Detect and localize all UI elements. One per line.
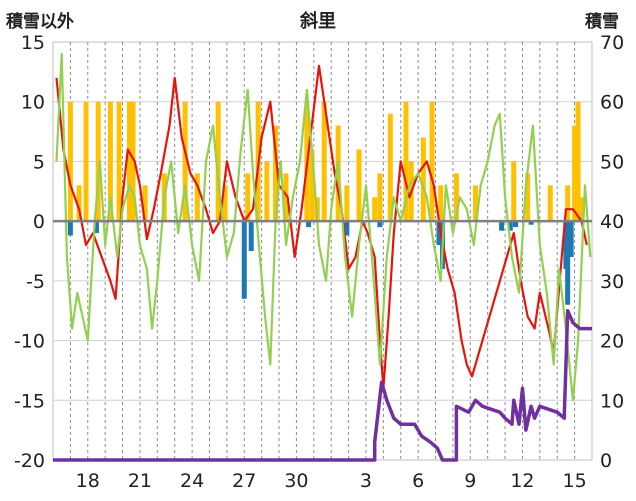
bar bbox=[356, 149, 362, 222]
bar bbox=[372, 197, 378, 222]
x-tick-label: 15 bbox=[563, 470, 587, 492]
bar bbox=[528, 221, 534, 225]
y-left-tick-label: 5 bbox=[33, 151, 45, 173]
x-tick-label: 30 bbox=[284, 470, 308, 492]
x-tick-label: 21 bbox=[128, 470, 152, 492]
bar bbox=[95, 101, 101, 222]
y-right-tick-label: 50 bbox=[600, 151, 624, 173]
bar bbox=[245, 173, 251, 222]
bar bbox=[420, 137, 426, 222]
bar bbox=[436, 221, 442, 246]
bar bbox=[116, 101, 122, 222]
x-tick-label: 12 bbox=[510, 470, 534, 492]
bar bbox=[83, 101, 89, 222]
chart-title: 斜里 bbox=[299, 10, 336, 32]
x-tick-label: 24 bbox=[180, 470, 204, 492]
bar bbox=[453, 173, 459, 222]
bar bbox=[572, 125, 578, 222]
bar bbox=[575, 101, 581, 222]
bar bbox=[264, 161, 270, 222]
y-left-tick-label: 10 bbox=[21, 92, 45, 114]
y-left-tick-label: -10 bbox=[14, 331, 45, 353]
bar bbox=[76, 185, 82, 222]
bar bbox=[283, 173, 289, 222]
bar bbox=[511, 161, 517, 222]
y-right-tick-label: 70 bbox=[600, 32, 624, 54]
bar bbox=[93, 221, 99, 234]
bar bbox=[565, 185, 571, 222]
bar bbox=[438, 185, 444, 222]
bar bbox=[194, 173, 200, 222]
bar bbox=[67, 221, 73, 236]
bar bbox=[403, 101, 409, 222]
bar bbox=[499, 221, 505, 231]
bar bbox=[429, 101, 435, 222]
y-left-tick-label: 0 bbox=[33, 211, 45, 233]
bar bbox=[377, 221, 383, 228]
series-line bbox=[55, 52, 592, 402]
x-tick-label: 6 bbox=[412, 470, 424, 492]
y-axis-left-label: 積雪以外 bbox=[6, 11, 74, 32]
y-left-tick-label: -5 bbox=[26, 271, 45, 293]
bar bbox=[565, 221, 571, 305]
bar bbox=[248, 221, 254, 251]
bar bbox=[67, 101, 73, 222]
bar bbox=[547, 185, 553, 222]
bar bbox=[525, 173, 531, 222]
series-line bbox=[55, 64, 588, 390]
bar bbox=[387, 113, 393, 222]
y-right-tick-label: 60 bbox=[600, 92, 624, 114]
bar bbox=[107, 101, 113, 222]
bar bbox=[182, 101, 188, 222]
bar bbox=[579, 197, 585, 222]
y-axis-right-label: 積雪 bbox=[585, 11, 619, 32]
bar bbox=[344, 185, 350, 222]
bar bbox=[344, 221, 350, 236]
bar bbox=[377, 173, 383, 222]
bar bbox=[309, 149, 315, 222]
bar bbox=[241, 221, 247, 299]
bar bbox=[127, 101, 133, 222]
x-tick-label: 18 bbox=[76, 470, 100, 492]
bar bbox=[568, 221, 574, 257]
y-right-tick-label: 0 bbox=[600, 450, 612, 472]
bar bbox=[130, 101, 136, 222]
bar bbox=[215, 101, 221, 222]
x-tick-label: 27 bbox=[232, 470, 256, 492]
y-left-tick-label: -15 bbox=[14, 390, 45, 412]
snow-depth-line bbox=[53, 308, 592, 462]
y-left-tick-label: -20 bbox=[14, 450, 45, 472]
y-left-tick-label: 15 bbox=[21, 32, 45, 54]
y-right-tick-label: 20 bbox=[600, 331, 624, 353]
bar bbox=[321, 101, 327, 222]
x-tick-label: 3 bbox=[360, 470, 372, 492]
y-right-tick-label: 10 bbox=[600, 390, 624, 412]
bar bbox=[142, 185, 148, 222]
bar bbox=[512, 221, 518, 228]
x-tick-label: 9 bbox=[464, 470, 476, 492]
bar bbox=[306, 221, 312, 228]
y-right-tick-label: 40 bbox=[600, 211, 624, 233]
bar bbox=[222, 185, 228, 222]
bar bbox=[273, 125, 279, 222]
y-right-tick-label: 30 bbox=[600, 271, 624, 293]
bar bbox=[507, 221, 513, 231]
bar bbox=[473, 185, 479, 222]
